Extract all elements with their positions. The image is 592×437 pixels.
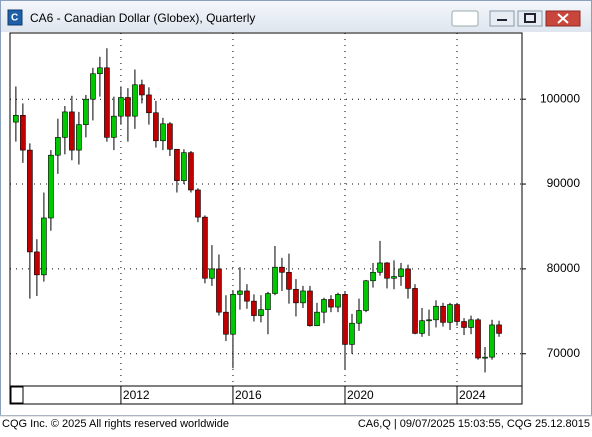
candle-body	[398, 268, 404, 277]
candle-body	[223, 311, 229, 335]
candle-body	[335, 294, 341, 308]
candle-body	[370, 271, 376, 282]
candle-body	[293, 288, 299, 304]
candle-body	[153, 112, 159, 142]
candle-body	[482, 356, 488, 359]
scroll-box[interactable]	[10, 386, 24, 404]
y-tick-label: 70000	[547, 346, 581, 360]
x-tick-label: 2012	[123, 388, 150, 402]
plot-area	[9, 32, 523, 387]
candle-body	[195, 189, 201, 218]
close-glyph	[557, 13, 569, 24]
candle-body	[62, 111, 68, 138]
candle-body	[496, 324, 502, 334]
candle-body	[342, 294, 348, 345]
minimize-button[interactable]	[489, 10, 515, 27]
candle-body	[202, 216, 208, 279]
candle-body	[272, 266, 278, 294]
candle-body	[321, 299, 327, 313]
candle-body	[356, 310, 362, 324]
candle-body	[181, 152, 187, 181]
candle-body	[440, 305, 446, 323]
candle-body	[286, 271, 292, 290]
candle-body	[475, 319, 481, 359]
status-left: CQG Inc. © 2025 All rights reserved worl…	[2, 418, 229, 430]
candle-body	[111, 115, 117, 138]
candle-body	[384, 262, 390, 279]
candle-body	[405, 268, 411, 289]
candle-body	[230, 294, 236, 335]
chart-title: CA6 - Canadian Dollar (Globex), Quarterl…	[30, 11, 255, 25]
candle-body	[258, 309, 264, 316]
candle-body	[216, 268, 222, 313]
candle-body	[83, 98, 89, 125]
candle-body	[13, 115, 19, 123]
x-tick-label: 2024	[459, 388, 486, 402]
candle-body	[76, 124, 82, 151]
time-axis	[9, 385, 523, 405]
candle-body	[132, 84, 138, 117]
candle-body	[265, 293, 271, 310]
candle-body	[300, 290, 306, 304]
candle-body	[419, 320, 425, 334]
candle-body	[27, 149, 33, 253]
candle-body	[146, 94, 152, 114]
candle-body	[412, 288, 418, 334]
candle-body	[90, 73, 96, 100]
candle-body	[279, 266, 285, 273]
candle-body	[41, 217, 47, 276]
candle-body	[328, 299, 334, 308]
candle-body	[454, 304, 460, 322]
link-button[interactable]	[451, 10, 479, 27]
candle-body	[377, 262, 383, 273]
candle-body	[167, 123, 173, 150]
candle-body	[447, 304, 453, 323]
candle-body	[349, 322, 355, 345]
candle-body	[307, 290, 313, 327]
y-tick-label: 80000	[547, 261, 581, 275]
y-tick-label: 100000	[540, 91, 580, 105]
candle-body	[69, 111, 75, 151]
candle-body	[433, 305, 439, 321]
candle-body	[34, 251, 40, 276]
x-tick-label: 2020	[347, 388, 374, 402]
candle-body	[426, 319, 432, 322]
candle-body	[468, 319, 474, 328]
candle-body	[174, 148, 180, 181]
candle-body	[104, 67, 110, 138]
candle-body	[314, 311, 320, 327]
candle-body	[125, 97, 131, 117]
candle-body	[97, 67, 103, 75]
candle-body	[48, 154, 54, 219]
y-tick-label: 90000	[547, 176, 581, 190]
candle-body	[55, 137, 61, 156]
status-right: CA6,Q | 09/07/2025 15:03:55, CQG 25.12.8…	[358, 418, 590, 430]
candle-body	[489, 324, 495, 358]
candle-body	[188, 152, 194, 191]
candle-body	[461, 321, 467, 328]
candle-body	[244, 290, 250, 302]
candle-body	[237, 290, 243, 295]
candle-body	[20, 115, 26, 151]
app-icon	[7, 9, 23, 26]
x-tick-label: 2016	[235, 388, 262, 402]
maximize-glyph	[524, 13, 536, 23]
candle-body	[139, 84, 145, 96]
candle-body	[363, 280, 369, 311]
candle-body	[391, 276, 397, 279]
candle-body	[251, 300, 257, 316]
candle-body	[118, 97, 124, 117]
icon-glyph: C	[11, 13, 18, 24]
candle-body	[160, 123, 166, 142]
candle-body	[209, 268, 215, 279]
